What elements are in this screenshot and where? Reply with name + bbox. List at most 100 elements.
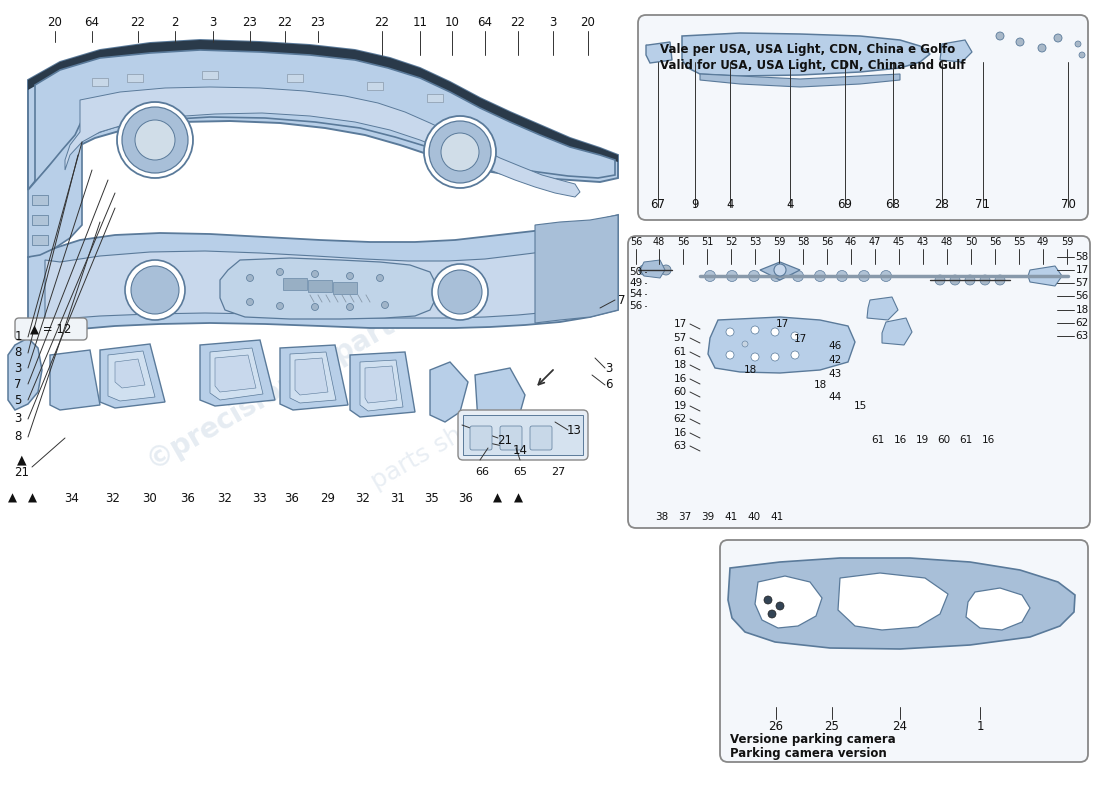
Polygon shape xyxy=(475,368,525,428)
Text: 62: 62 xyxy=(673,414,686,424)
Text: 70: 70 xyxy=(1060,198,1076,210)
Text: 3: 3 xyxy=(14,362,22,374)
Text: Valid for USA, USA Light, CDN, China and Gulf: Valid for USA, USA Light, CDN, China and… xyxy=(660,58,966,71)
Circle shape xyxy=(661,265,671,275)
Text: 16: 16 xyxy=(893,435,906,445)
Polygon shape xyxy=(430,362,468,422)
FancyBboxPatch shape xyxy=(628,236,1090,528)
Circle shape xyxy=(135,120,175,160)
Text: 36: 36 xyxy=(180,491,196,505)
Text: 41: 41 xyxy=(725,512,738,522)
Text: 5: 5 xyxy=(14,394,22,406)
Circle shape xyxy=(742,341,748,347)
Text: 15: 15 xyxy=(854,401,867,411)
Circle shape xyxy=(764,596,772,604)
Polygon shape xyxy=(50,350,100,410)
Text: 19: 19 xyxy=(915,435,928,445)
Text: parts shop: parts shop xyxy=(366,406,494,494)
Polygon shape xyxy=(367,82,383,90)
Circle shape xyxy=(880,270,891,282)
Text: 18: 18 xyxy=(813,380,826,390)
Text: 37: 37 xyxy=(679,512,692,522)
Text: 26: 26 xyxy=(769,721,783,734)
Text: 24: 24 xyxy=(892,721,907,734)
Text: 45: 45 xyxy=(893,237,905,247)
Circle shape xyxy=(125,260,185,320)
Text: 6: 6 xyxy=(605,378,613,391)
Text: 41: 41 xyxy=(770,512,783,522)
Text: 23: 23 xyxy=(310,15,326,29)
Text: 50: 50 xyxy=(629,267,642,277)
Circle shape xyxy=(131,266,179,314)
Text: 53: 53 xyxy=(749,237,761,247)
Polygon shape xyxy=(308,280,332,292)
Text: 8: 8 xyxy=(14,346,22,359)
Polygon shape xyxy=(116,359,145,388)
Circle shape xyxy=(768,610,776,618)
Text: 36: 36 xyxy=(285,491,299,505)
Text: 60: 60 xyxy=(937,435,950,445)
Text: 56: 56 xyxy=(630,237,642,247)
Circle shape xyxy=(836,270,847,282)
Circle shape xyxy=(965,275,975,285)
Polygon shape xyxy=(755,576,822,628)
Text: 35: 35 xyxy=(425,491,439,505)
Text: 50: 50 xyxy=(965,237,977,247)
Text: 18: 18 xyxy=(1076,305,1089,315)
Text: 14: 14 xyxy=(513,443,528,457)
Text: 1: 1 xyxy=(977,721,983,734)
Circle shape xyxy=(382,302,388,309)
Text: 63: 63 xyxy=(1076,331,1089,341)
Polygon shape xyxy=(28,120,82,257)
Polygon shape xyxy=(287,74,303,82)
Text: 58: 58 xyxy=(1076,252,1089,262)
Polygon shape xyxy=(1028,266,1062,286)
Polygon shape xyxy=(333,282,358,294)
Polygon shape xyxy=(214,355,256,392)
Circle shape xyxy=(858,270,869,282)
Circle shape xyxy=(429,121,491,183)
Text: 16: 16 xyxy=(673,428,686,438)
Polygon shape xyxy=(760,262,800,280)
Polygon shape xyxy=(646,42,672,63)
Text: 40: 40 xyxy=(747,512,760,522)
Polygon shape xyxy=(126,74,143,82)
Text: 28: 28 xyxy=(935,198,949,210)
Text: 67: 67 xyxy=(650,198,666,210)
Text: 48: 48 xyxy=(940,237,953,247)
Text: 8: 8 xyxy=(14,430,22,443)
Circle shape xyxy=(791,332,799,340)
Text: 1: 1 xyxy=(14,330,22,343)
Text: 46: 46 xyxy=(828,341,842,351)
Polygon shape xyxy=(882,318,912,345)
Text: Parking camera version: Parking camera version xyxy=(730,747,887,761)
Circle shape xyxy=(751,326,759,334)
Text: 29: 29 xyxy=(320,491,336,505)
Text: 36: 36 xyxy=(459,491,473,505)
Text: 55: 55 xyxy=(1013,237,1025,247)
Text: 57: 57 xyxy=(673,333,686,343)
Circle shape xyxy=(346,303,353,310)
Text: 3: 3 xyxy=(209,15,217,29)
Text: 23: 23 xyxy=(243,15,257,29)
Text: 3: 3 xyxy=(14,413,22,426)
Circle shape xyxy=(980,275,990,285)
Circle shape xyxy=(276,269,284,275)
Polygon shape xyxy=(108,351,155,401)
Circle shape xyxy=(792,270,803,282)
Circle shape xyxy=(1075,41,1081,47)
Text: ▲ = 12: ▲ = 12 xyxy=(31,322,72,335)
Text: 30: 30 xyxy=(143,491,157,505)
Circle shape xyxy=(246,274,253,282)
Circle shape xyxy=(639,265,649,275)
Text: 7: 7 xyxy=(618,294,626,306)
Text: 63: 63 xyxy=(673,441,686,451)
Text: 44: 44 xyxy=(828,392,842,402)
Circle shape xyxy=(774,264,786,276)
Text: 17: 17 xyxy=(1076,265,1089,275)
Polygon shape xyxy=(427,94,443,102)
Circle shape xyxy=(935,275,945,285)
Polygon shape xyxy=(65,87,580,197)
Text: 17: 17 xyxy=(793,334,806,344)
Text: 47: 47 xyxy=(869,237,881,247)
